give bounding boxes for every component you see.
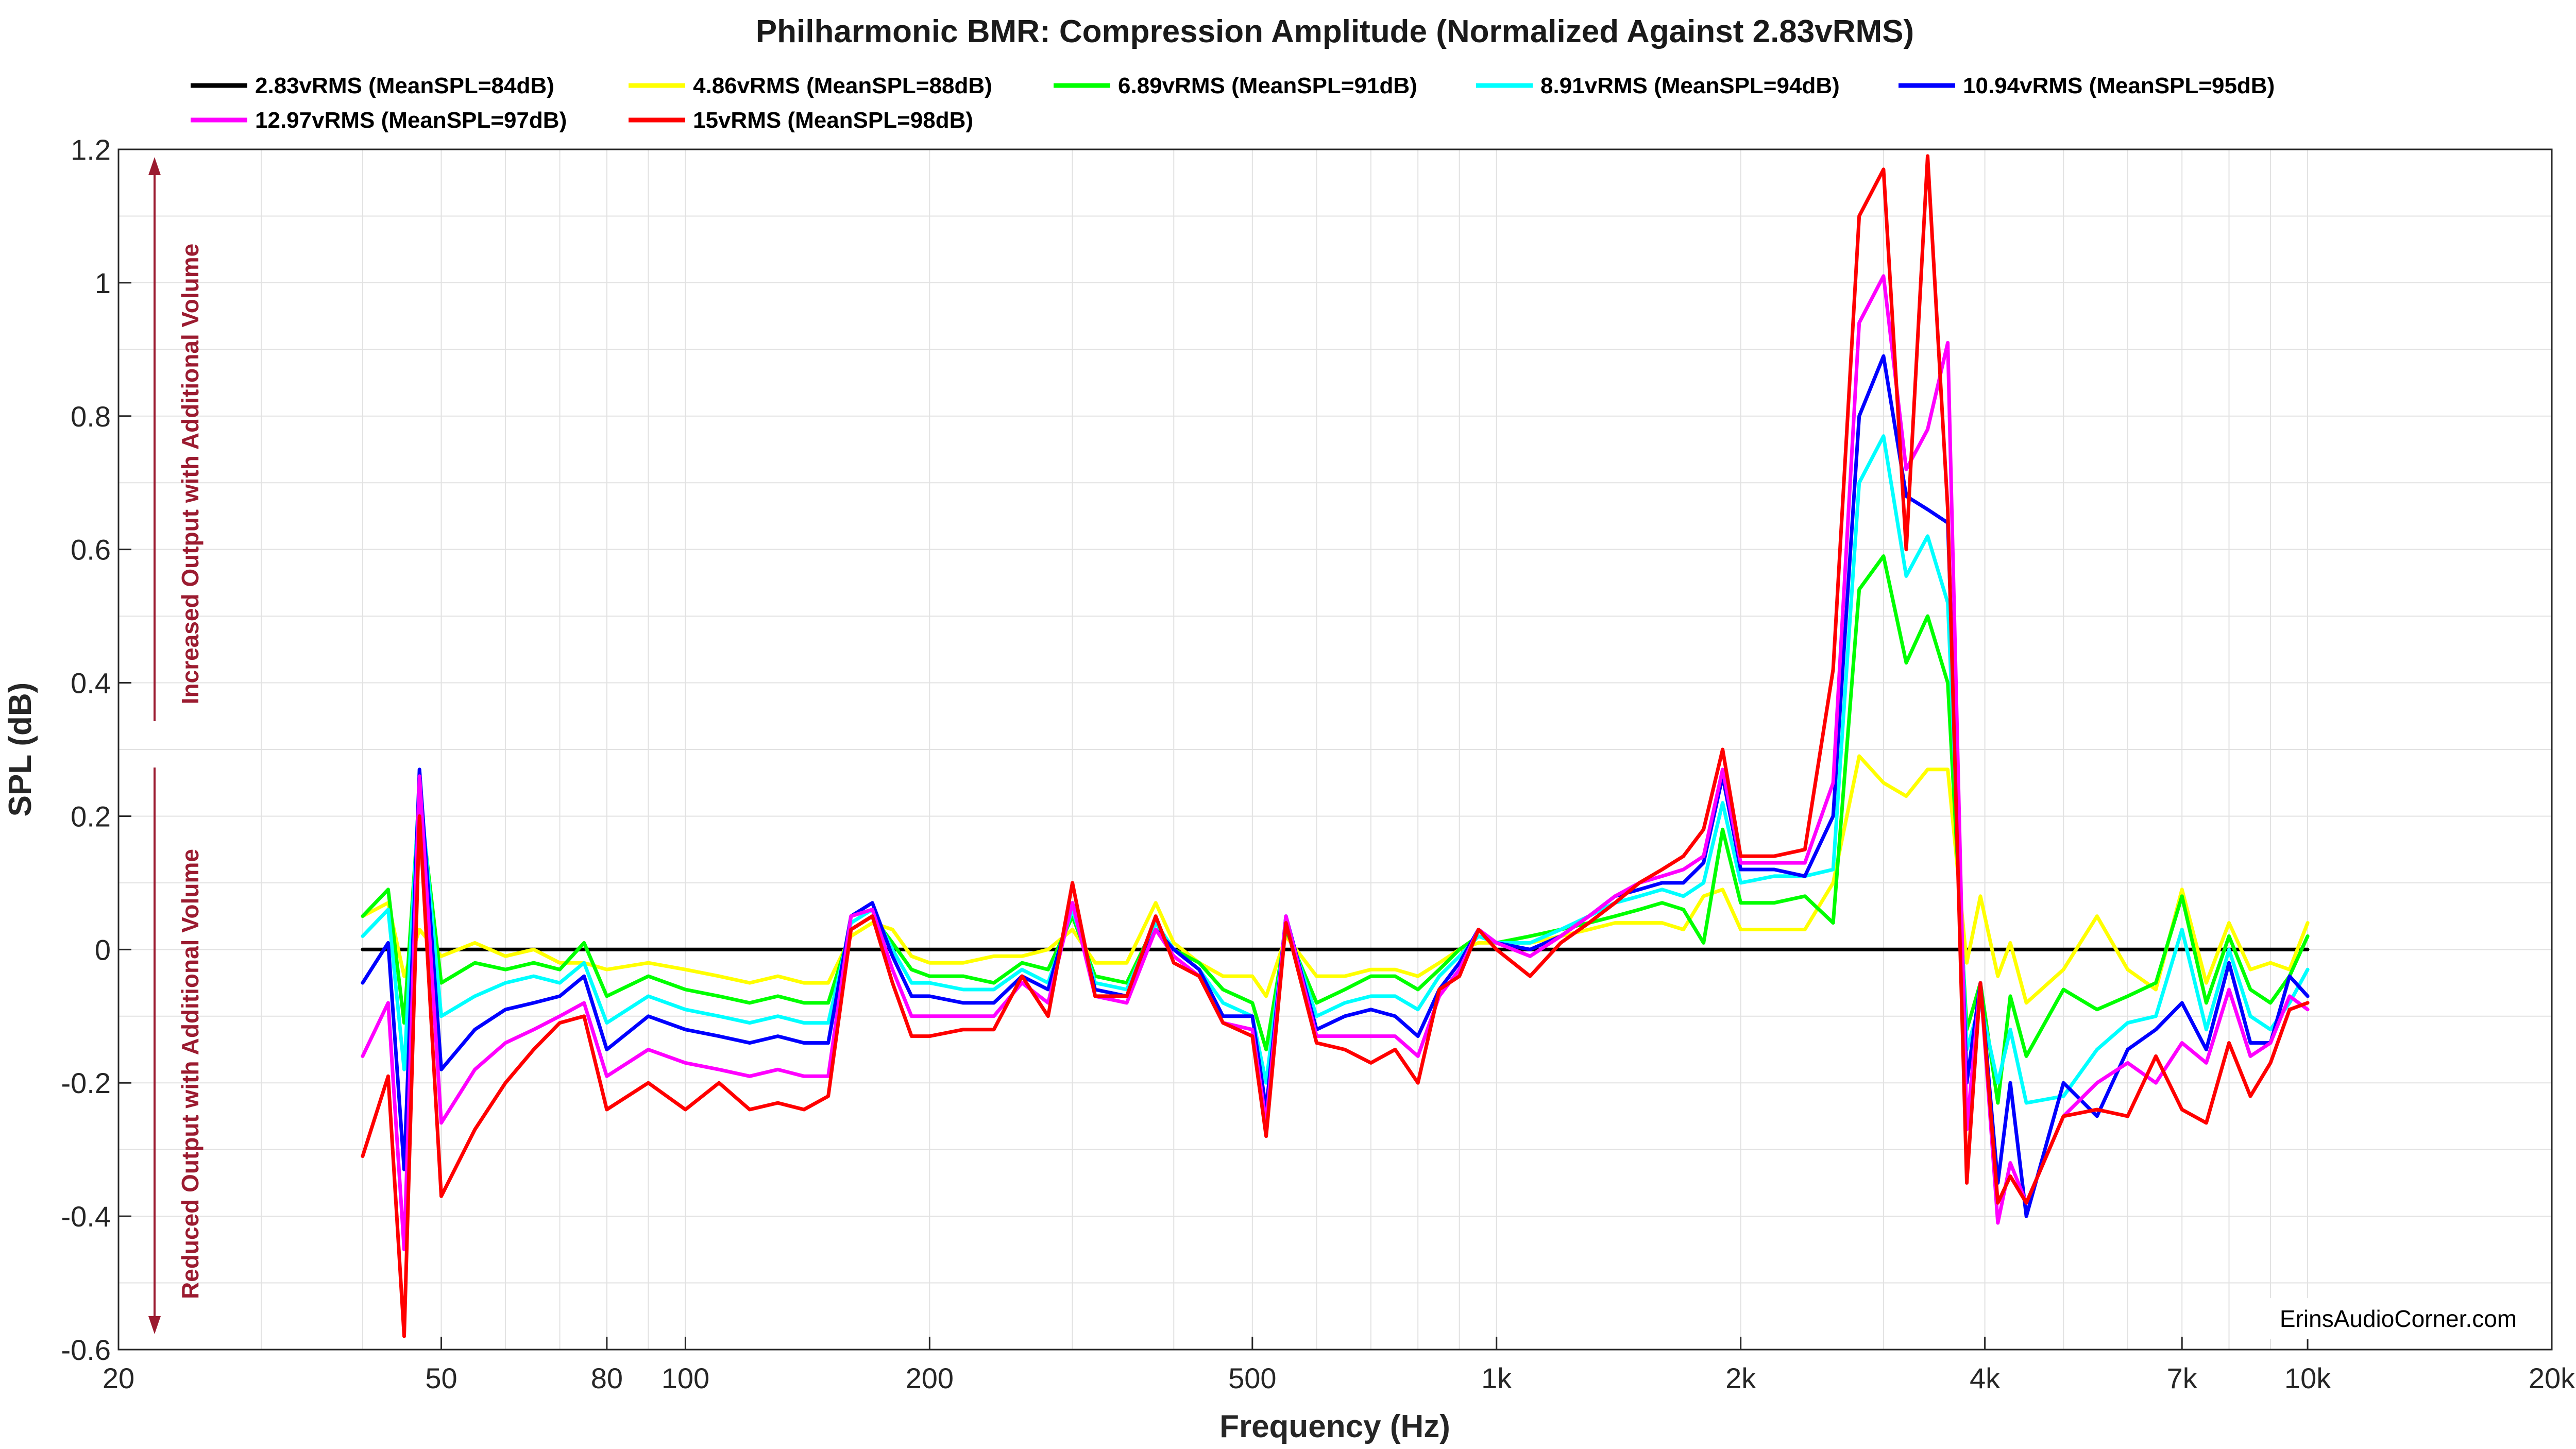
x-tick-label: 7k (2167, 1362, 2198, 1394)
y-tick-label: 0.2 (71, 800, 111, 832)
x-tick-label: 50 (425, 1362, 457, 1394)
x-tick-label: 100 (662, 1362, 709, 1394)
legend-item-4: 8.91vRMS (MeanSPL=94dB) (1476, 73, 1840, 98)
y-tick-label: -0.4 (61, 1200, 111, 1233)
series-line-2 (361, 754, 2310, 1005)
x-tick-label: 80 (591, 1362, 623, 1394)
x-tick-label: 10k (2284, 1362, 2331, 1394)
tick-labels: 20 50 80 100 200 500 1k 2k 4k 7k 10k 20k -0.6 -0.4 -0.… (61, 133, 2576, 1394)
y-tick-label: -0.6 (61, 1334, 111, 1366)
series-line-3 (361, 554, 2310, 1105)
legend-label: 12.97vRMS (MeanSPL=97dB) (255, 108, 567, 133)
legend-label: 2.83vRMS (MeanSPL=84dB) (255, 73, 554, 98)
reduced-annotation-text: Reduced Output with Additional Volume (177, 849, 204, 1299)
legend-label: 10.94vRMS (MeanSPL=95dB) (1963, 73, 2275, 98)
x-tick-label: 20 (103, 1362, 134, 1394)
series-layer (361, 154, 2310, 1338)
y-axis-label: SPL (dB) (3, 683, 38, 817)
y-tick-label: 0.6 (71, 534, 111, 566)
x-tick-label: 2k (1725, 1362, 1756, 1394)
chart-title: Philharmonic BMR: Compression Amplitude … (756, 14, 1914, 49)
y-tick-label: 0.8 (71, 400, 111, 433)
legend: 2.83vRMS (MeanSPL=84dB) 4.86vRMS (MeanSPL… (191, 73, 2275, 133)
legend-item-2: 4.86vRMS (MeanSPL=88dB) (629, 73, 992, 98)
legend-label: 15vRMS (MeanSPL=98dB) (693, 108, 973, 133)
x-tick-label: 500 (1228, 1362, 1276, 1394)
y-tick-label: 0 (95, 933, 111, 966)
x-tick-label: 1k (1481, 1362, 1512, 1394)
reduced-annotation: Reduced Output with Additional Volume (148, 768, 204, 1334)
watermark: ErinsAudioCorner.com (2254, 1298, 2543, 1339)
y-tick-label: 1 (95, 267, 111, 299)
legend-item-1: 2.83vRMS (MeanSPL=84dB) (191, 73, 554, 98)
legend-label: 8.91vRMS (MeanSPL=94dB) (1540, 73, 1840, 98)
x-tick-label: 4k (1970, 1362, 2001, 1394)
x-tick-label: 200 (906, 1362, 954, 1394)
legend-item-7: 15vRMS (MeanSPL=98dB) (629, 108, 973, 133)
legend-item-3: 6.89vRMS (MeanSPL=91dB) (1054, 73, 1417, 98)
legend-item-6: 12.97vRMS (MeanSPL=97dB) (191, 108, 567, 133)
grid (118, 149, 2552, 1350)
y-tick-label: -0.2 (61, 1067, 111, 1099)
series-line-7 (361, 154, 2310, 1338)
x-axis-label: Frequency (Hz) (1219, 1409, 1450, 1444)
plot-frame (117, 148, 2553, 1351)
increased-annotation: Increased Output with Additional Volume (148, 157, 204, 721)
legend-label: 4.86vRMS (MeanSPL=88dB) (693, 73, 992, 98)
increased-annotation-text: Increased Output with Additional Volume (177, 244, 204, 704)
series-line-4 (361, 434, 2310, 1105)
y-tick-label: 1.2 (71, 133, 111, 166)
legend-label: 6.89vRMS (MeanSPL=91dB) (1118, 73, 1417, 98)
watermark-text: ErinsAudioCorner.com (2280, 1305, 2517, 1332)
x-tick-label: 20k (2529, 1362, 2575, 1394)
legend-item-5: 10.94vRMS (MeanSPL=95dB) (1899, 73, 2275, 98)
y-tick-label: 0.4 (71, 667, 111, 700)
